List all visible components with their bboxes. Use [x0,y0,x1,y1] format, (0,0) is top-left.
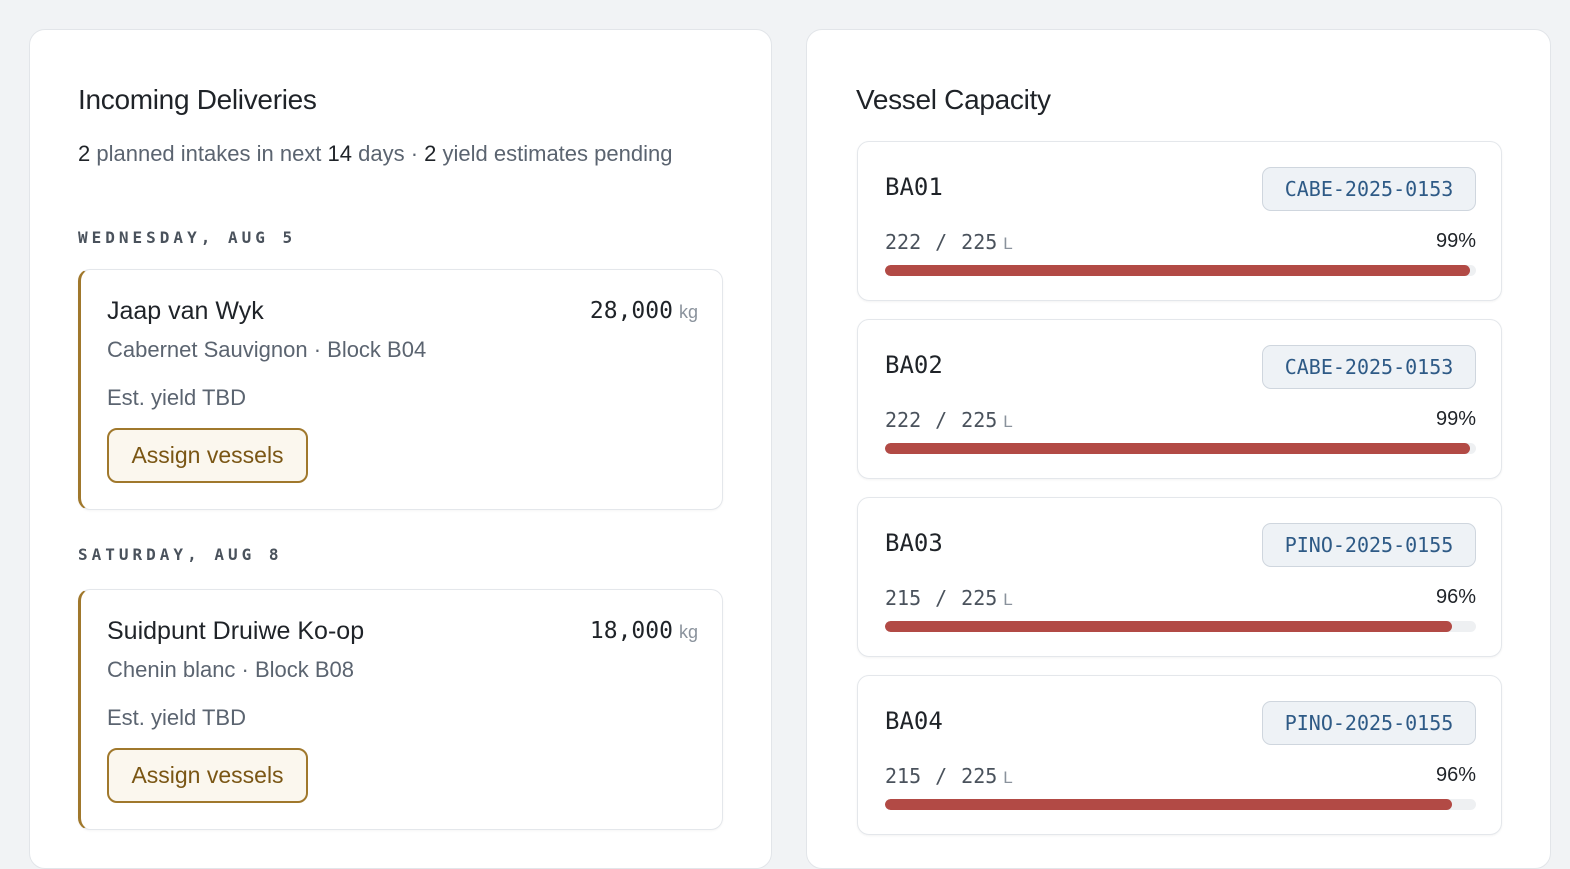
vessel-capacity: 225 [961,230,998,254]
volume-unit: L [1003,412,1013,431]
weight-value: 28,000 [589,298,673,324]
weight-value: 18,000 [589,618,673,644]
incoming-deliveries-panel: Incoming Deliveries 2 planned intakes in… [29,29,772,869]
vessel-capacity-title: Vessel Capacity [856,84,1051,115]
fill-progress-bar [885,443,1476,454]
filled-volume: 222 [885,408,922,432]
filled-volume: 215 [885,586,922,610]
fill-progress-value [885,265,1471,276]
estimated-yield: Est. yield TBD [107,705,246,730]
day-label: SATURDAY, AUG 8 [78,545,283,564]
volume-unit: L [1003,234,1013,253]
vessel-card[interactable]: BA01 CABE-2025-0153 222 / 225 L 99% [857,141,1502,301]
fill-progress-value [885,443,1471,454]
fill-volume: 222 / 225 L [885,408,1013,432]
fill-percent: 96% [1435,586,1476,608]
variety-block: Chenin blanc · Block B08 [107,657,355,682]
estimated-yield: Est. yield TBD [107,385,246,410]
weight-unit: kg [678,622,698,642]
lot-badge[interactable]: PINO-2025-0155 [1262,701,1476,745]
vessel-id: BA01 [885,173,943,201]
volume-separator: / [935,230,948,254]
delivery-card: Jaap van Wyk 28,000 kg Cabernet Sauvigno… [78,269,723,510]
grower-name: Jaap van Wyk [107,297,264,325]
assign-vessels-button[interactable]: Assign vessels [107,748,308,803]
volume-separator: / [935,764,948,788]
filled-volume: 222 [885,230,922,254]
vessel-id: BA02 [885,351,943,379]
fill-volume: 215 / 225 L [885,764,1013,788]
volume-unit: L [1003,768,1013,787]
vessel-capacity: 225 [961,586,998,610]
fill-progress-bar [885,799,1476,810]
filled-volume: 215 [885,764,922,788]
deliveries-summary: 2 planned intakes in next 14 days · 2 yi… [78,141,673,166]
fill-percent: 99% [1435,408,1476,430]
delivery-card: Suidpunt Druiwe Ko-op 18,000 kg Chenin b… [78,589,723,830]
vessel-id: BA04 [885,707,943,735]
fill-progress-bar [885,265,1476,276]
grower-name: Suidpunt Druiwe Ko-op [107,617,365,645]
fill-percent: 99% [1435,230,1476,252]
vessel-capacity: 225 [961,408,998,432]
volume-separator: / [935,408,948,432]
vessel-capacity-panel: Vessel Capacity BA01 CABE-2025-0153 222 … [806,29,1551,869]
vessel-card[interactable]: BA04 PINO-2025-0155 215 / 225 L 96% [857,675,1502,835]
day-label: WEDNESDAY, AUG 5 [78,228,297,247]
lot-badge[interactable]: PINO-2025-0155 [1262,523,1476,567]
fill-progress-value [885,621,1453,632]
lot-badge[interactable]: CABE-2025-0153 [1262,345,1476,389]
vessel-card[interactable]: BA02 CABE-2025-0153 222 / 225 L 99% [857,319,1502,479]
fill-percent: 96% [1435,764,1476,786]
fill-progress-bar [885,621,1476,632]
delivery-weight: 18,000 kg [590,618,698,644]
assign-vessels-button[interactable]: Assign vessels [107,428,308,483]
lot-badge[interactable]: CABE-2025-0153 [1262,167,1476,211]
vessel-card[interactable]: BA03 PINO-2025-0155 215 / 225 L 96% [857,497,1502,657]
weight-unit: kg [678,302,698,322]
vessel-capacity: 225 [961,764,998,788]
variety-block: Cabernet Sauvignon · Block B04 [107,337,427,362]
volume-unit: L [1003,590,1013,609]
fill-volume: 215 / 225 L [885,586,1013,610]
deliveries-title: Incoming Deliveries [78,84,317,115]
volume-separator: / [935,586,948,610]
fill-progress-value [885,799,1453,810]
delivery-weight: 28,000 kg [590,298,698,324]
vessel-id: BA03 [885,529,943,557]
fill-volume: 222 / 225 L [885,230,1013,254]
